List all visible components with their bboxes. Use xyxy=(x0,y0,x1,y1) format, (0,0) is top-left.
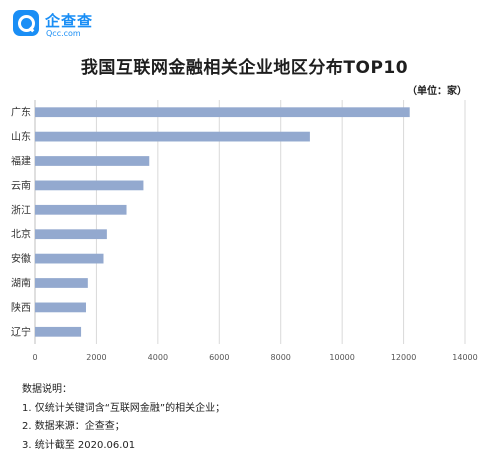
notes-heading: 数据说明： xyxy=(22,384,72,395)
bar-1 xyxy=(35,131,310,142)
brand-domain: Qcc.com xyxy=(46,29,81,38)
note-item-2: 2. 数据来源：企查查； xyxy=(22,421,125,432)
bar-8 xyxy=(35,302,86,313)
x-tick-label-5: 10000 xyxy=(329,353,354,362)
x-tick-label-3: 6000 xyxy=(209,353,229,362)
category-label-3: 云南 xyxy=(11,179,31,192)
x-tick-label-0: 0 xyxy=(32,353,37,362)
brand-logo: 企查查 Qcc.com xyxy=(13,10,123,44)
category-label-8: 陕西 xyxy=(11,301,31,314)
data-notes: 数据说明： 1. 仅统计关键词含“互联网金融”的相关企业； 2. 数据来源：企查… xyxy=(22,381,225,455)
bar-2 xyxy=(35,156,150,166)
category-label-5: 北京 xyxy=(11,228,31,241)
category-label-2: 福建 xyxy=(11,155,31,168)
bar-7 xyxy=(35,278,88,288)
x-tick-label-4: 8000 xyxy=(271,353,291,362)
note-item-3: 3. 统计截至 2020.06.01 xyxy=(22,439,136,451)
chart-title: 我国互联网金融相关企业地区分布TOP10 xyxy=(80,58,409,78)
category-label-1: 山东 xyxy=(11,130,31,143)
bar-5 xyxy=(35,229,107,240)
category-label-4: 浙江 xyxy=(11,204,31,216)
x-tick-label-6: 12000 xyxy=(391,353,416,362)
x-tick-label-7: 14000 xyxy=(452,353,477,362)
bar-4 xyxy=(35,204,127,215)
category-label-0: 广东 xyxy=(11,106,31,119)
magnifier-logo-icon xyxy=(13,10,39,36)
bar-0 xyxy=(35,107,410,118)
bar-9 xyxy=(35,326,82,337)
x-tick-label-2: 4000 xyxy=(148,353,168,362)
bar-3 xyxy=(35,180,144,191)
unit-label: （单位：家） xyxy=(407,86,467,97)
brand-name: 企查查 xyxy=(45,12,94,30)
category-label-9: 辽宁 xyxy=(11,325,31,338)
category-label-7: 湖南 xyxy=(11,277,31,290)
x-tick-label-1: 2000 xyxy=(86,353,106,362)
note-item-1: 1. 仅统计关键词含“互联网金融”的相关企业； xyxy=(22,402,226,414)
bar-6 xyxy=(35,253,104,264)
category-label-6: 安徽 xyxy=(11,252,31,265)
